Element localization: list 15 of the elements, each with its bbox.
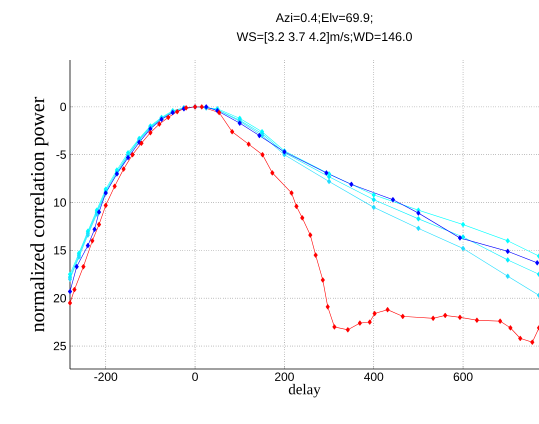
x-axis-title: delay bbox=[288, 384, 321, 398]
y-tick-label: 20 bbox=[54, 294, 66, 302]
x-tick-label: 0 bbox=[192, 372, 198, 381]
x-tick-label: 600 bbox=[454, 372, 473, 381]
y-tick-label: 25 bbox=[54, 342, 66, 350]
y-tick-label: 10 bbox=[54, 198, 66, 207]
x-tick-label: 200 bbox=[275, 372, 294, 381]
y-axis-title: normalized correlation power bbox=[30, 96, 48, 332]
y-tick-label: 0 bbox=[60, 102, 66, 112]
y-tick-label: 15 bbox=[54, 246, 66, 255]
chart-subtitle: WS=[3.2 3.7 4.2]m/s;WD=146.0 bbox=[236, 32, 412, 44]
x-tick-label: 400 bbox=[364, 372, 384, 381]
chart-title: Azi=0.4;Elv=69.9; bbox=[276, 12, 372, 24]
x-tick-label: -200 bbox=[94, 372, 118, 381]
y-tick-label: -5 bbox=[56, 150, 66, 159]
